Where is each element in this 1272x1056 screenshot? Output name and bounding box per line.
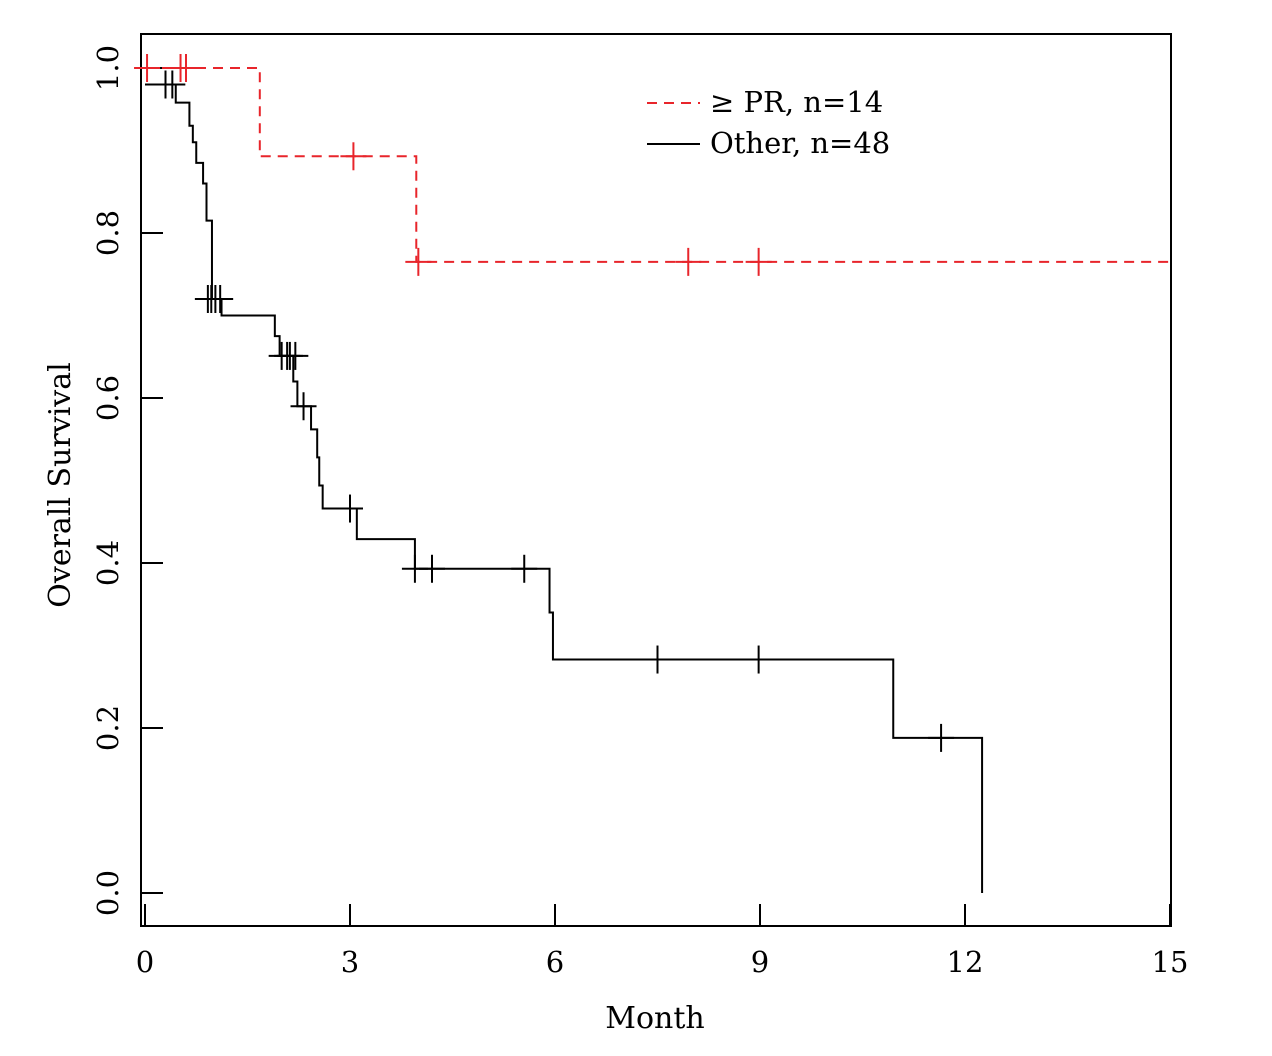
legend-label-0: ≥ PR, n=14: [710, 85, 883, 119]
x-axis: 0 3 6 9 12 15: [136, 904, 1189, 979]
censor-mark-1-5: [207, 285, 234, 313]
censor-mark-0-0: [134, 54, 161, 82]
y-tick-label-0.4: 0.4: [91, 540, 125, 586]
plot-frame: [140, 33, 1172, 927]
censor-mark-0-6: [745, 247, 772, 276]
y-axis-title: Overall Survival: [43, 362, 78, 607]
y-axis: 0.0 0.2 0.4 0.6 0.8 1.0: [91, 45, 163, 916]
y-tick-label-0.6: 0.6: [91, 375, 125, 421]
y-tick-label-1.0: 1.0: [91, 45, 125, 91]
censor-mark-0-2: [173, 54, 199, 82]
censor-mark-1-11: [337, 494, 363, 523]
censor-mark-0-4: [405, 247, 432, 276]
y-tick-label-0.2: 0.2: [91, 705, 125, 751]
censor-mark-1-16: [745, 645, 772, 674]
series-1: [145, 70, 984, 893]
x-tick-label-6: 6: [546, 945, 564, 979]
x-tick-label-9: 9: [751, 945, 769, 979]
legend: ≥ PR, n=14 Other, n=48: [647, 85, 890, 160]
x-axis-title: Month: [605, 1001, 704, 1036]
series-0: [134, 54, 1170, 276]
censor-mark-1-15: [644, 645, 671, 674]
censor-mark-1-14: [511, 554, 538, 583]
x-tick-label-3: 3: [341, 945, 359, 979]
series-layer: [134, 54, 1170, 893]
censor-mark-0-5: [675, 247, 702, 276]
x-tick-label-12: 12: [947, 945, 984, 979]
series-line-1: [145, 83, 984, 893]
censor-mark-0-3: [340, 142, 367, 171]
x-tick-label-0: 0: [136, 945, 154, 979]
censor-mark-1-1: [159, 70, 186, 99]
x-tick-label-15: 15: [1152, 945, 1189, 979]
censor-mark-1-17: [928, 723, 955, 752]
series-line-0: [145, 67, 1170, 263]
censor-mark-1-9: [282, 341, 309, 370]
censor-mark-1-10: [290, 392, 317, 421]
y-tick-label-0.0: 0.0: [91, 870, 125, 916]
legend-label-1: Other, n=48: [710, 126, 890, 160]
y-tick-label-0.8: 0.8: [91, 210, 125, 256]
censor-mark-1-13: [419, 554, 445, 583]
